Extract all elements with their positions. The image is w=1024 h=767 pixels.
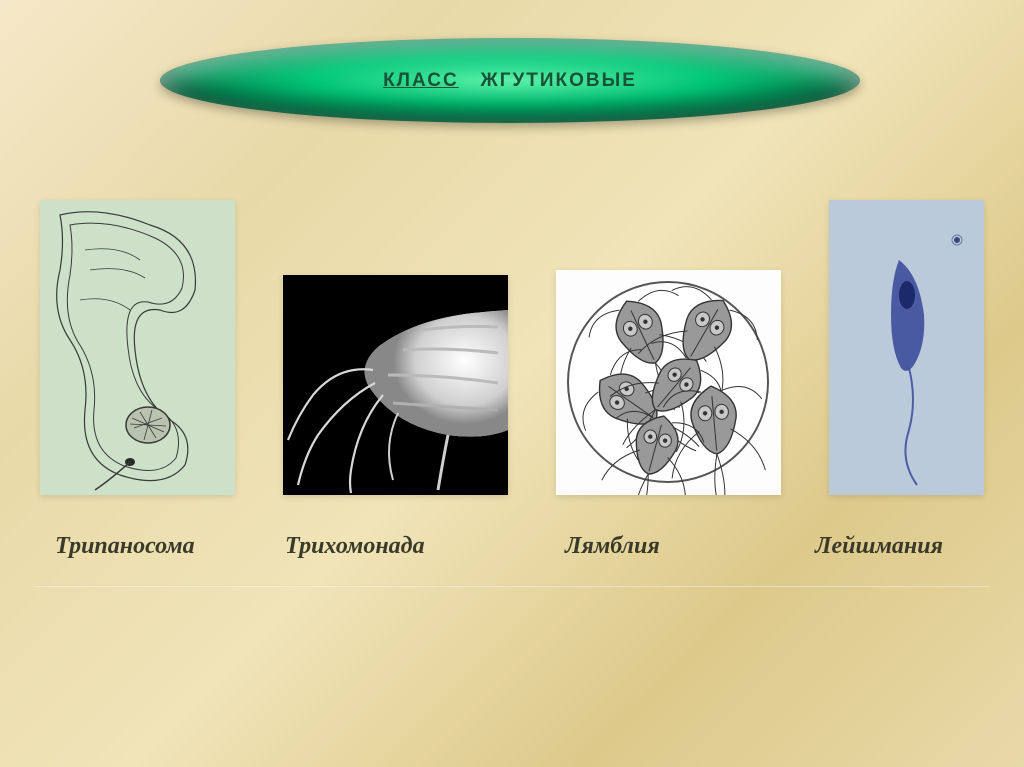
item-trypanosoma	[40, 200, 235, 495]
image-giardia	[556, 270, 781, 495]
caption-trichomonas: Трихомонада	[285, 533, 425, 560]
item-leishmania	[829, 200, 984, 495]
caption-leishmania: Лейшмания	[815, 533, 943, 560]
image-trypanosoma	[40, 200, 235, 495]
caption-trypanosoma: Трипаносома	[55, 533, 195, 560]
item-trichomonas	[283, 275, 508, 495]
title-word-2: ЖГУТИКОВЫЕ	[481, 70, 637, 91]
item-giardia	[556, 270, 781, 495]
title-banner: КЛАСС ЖГУТИКОВЫЕ	[160, 38, 860, 123]
caption-giardia: Лямблия	[565, 533, 660, 560]
title-word-1: КЛАСС	[383, 70, 459, 91]
title-text: КЛАСС ЖГУТИКОВЫЕ	[383, 70, 637, 92]
image-leishmania	[829, 200, 984, 495]
image-trichomonas	[283, 275, 508, 495]
organism-gallery	[40, 200, 984, 495]
divider-line	[35, 585, 989, 587]
